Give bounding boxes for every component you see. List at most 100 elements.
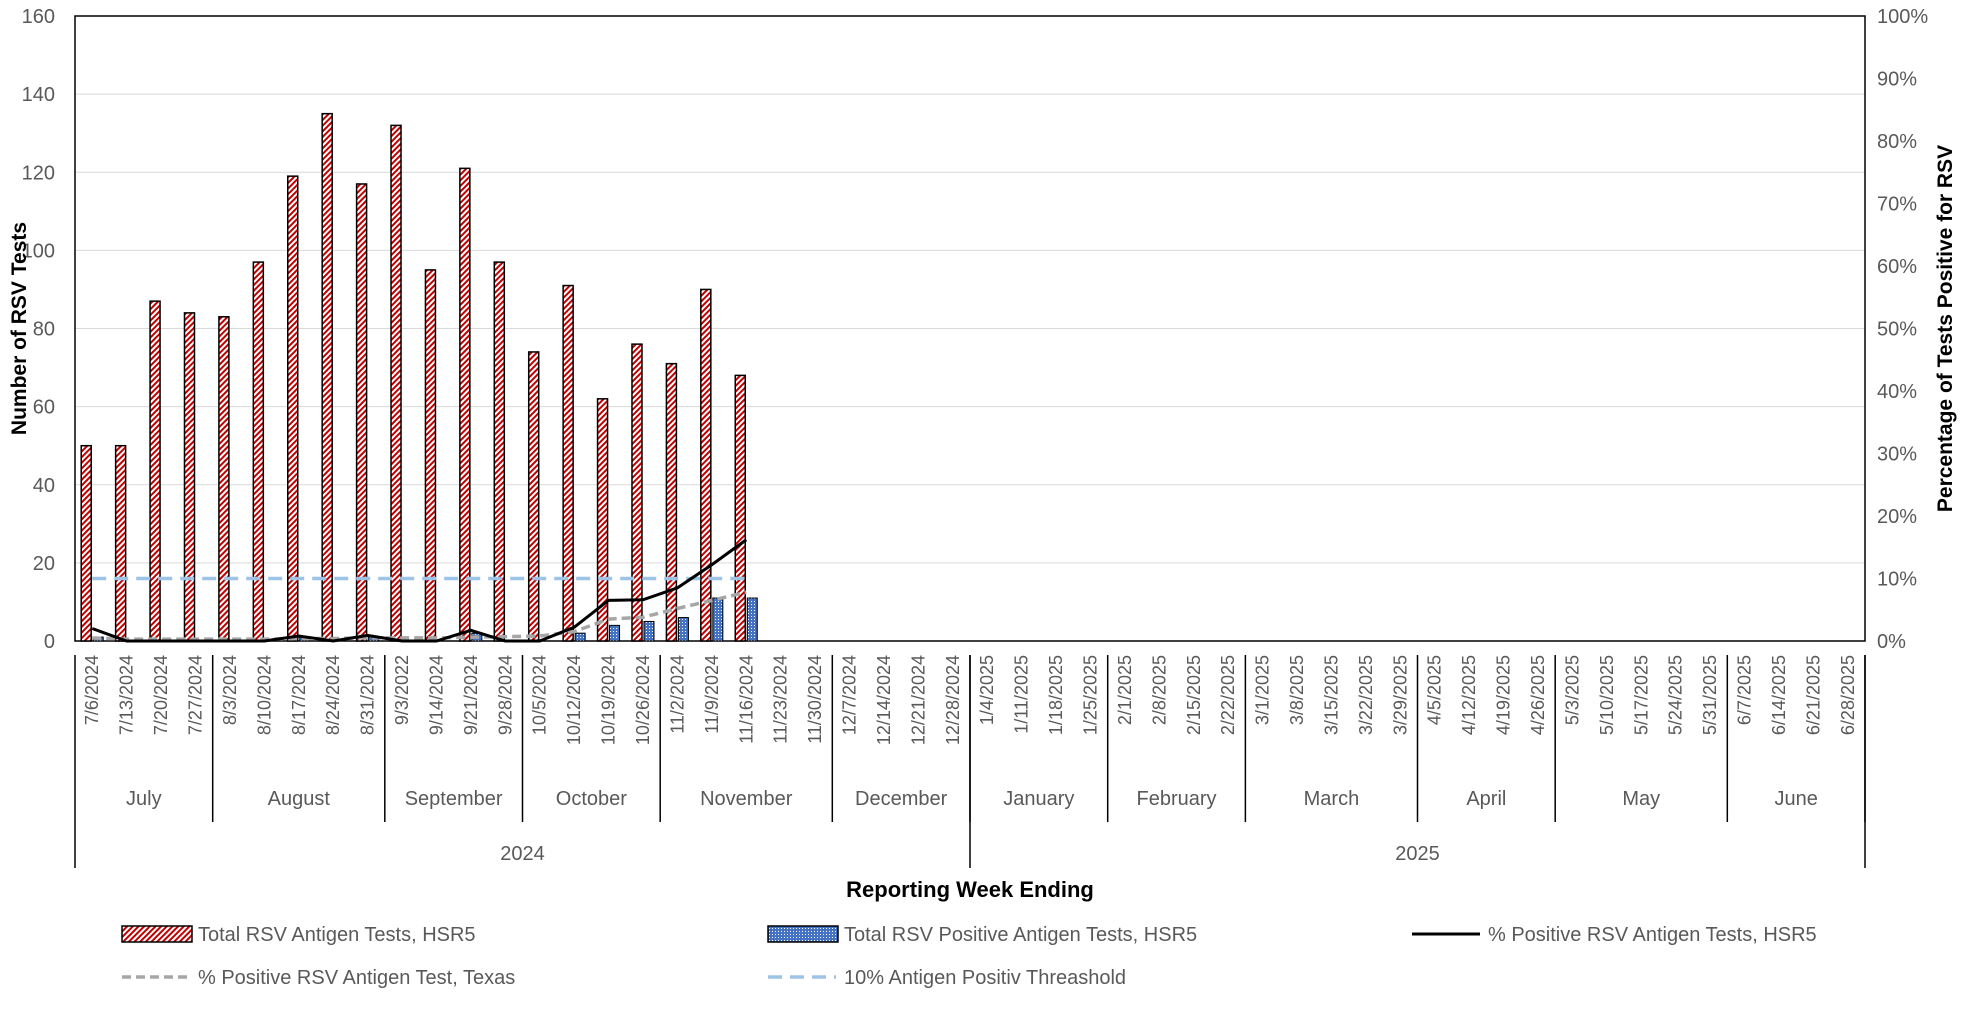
x-tick-label: 5/17/2025 bbox=[1631, 655, 1651, 735]
x-tick-label: 8/17/2024 bbox=[289, 655, 309, 735]
x-month-label: October bbox=[556, 788, 627, 810]
x-tick-label: 3/8/2025 bbox=[1287, 655, 1307, 725]
x-tick-label: 10/12/2024 bbox=[564, 655, 584, 745]
bar-total-tests bbox=[183, 312, 196, 642]
y-axis-title: Number of RSV Tests bbox=[8, 222, 31, 435]
bar-total-tests bbox=[252, 261, 265, 642]
x-tick-label: 6/7/2025 bbox=[1735, 655, 1755, 725]
bar-positive-tests bbox=[746, 597, 758, 642]
x-tick-label: 10/26/2024 bbox=[633, 655, 653, 745]
x-tick-label: 12/7/2024 bbox=[840, 655, 860, 735]
x-tick-label: 2/22/2025 bbox=[1218, 655, 1238, 735]
x-tick-label: 8/3/2024 bbox=[220, 655, 240, 725]
x-tick-label: 11/2/2024 bbox=[667, 655, 687, 734]
bar-total-tests bbox=[562, 284, 574, 642]
bar-positive-tests bbox=[712, 597, 724, 642]
x-tick-label: 7/20/2024 bbox=[151, 655, 171, 735]
x-month-label: December bbox=[855, 788, 948, 810]
y-tick-label: 100 bbox=[22, 240, 55, 262]
x-tick-label: 11/9/2024 bbox=[702, 655, 722, 734]
x-month-label: February bbox=[1137, 788, 1217, 810]
bar-total-tests bbox=[149, 300, 161, 642]
bar-total-tests bbox=[80, 444, 92, 642]
legend-label: 10% Antigen Positiv Threashold bbox=[844, 967, 1126, 989]
y2-tick-label: 50% bbox=[1877, 319, 1917, 341]
x-tick-label: 9/21/2024 bbox=[461, 655, 481, 735]
x-tick-label: 5/10/2025 bbox=[1597, 655, 1617, 735]
series-line-texas-percent bbox=[92, 590, 747, 641]
bar-total-tests bbox=[665, 362, 678, 642]
x-tick-label: 6/21/2025 bbox=[1803, 655, 1823, 735]
y-tick-label: 120 bbox=[22, 162, 55, 184]
bar-total-tests bbox=[355, 183, 368, 642]
x-tick-label: 5/24/2025 bbox=[1666, 655, 1686, 735]
bar-total-tests bbox=[114, 444, 127, 642]
bar-positive-tests bbox=[609, 624, 621, 642]
y2-tick-label: 90% bbox=[1877, 69, 1917, 91]
bar-total-tests bbox=[596, 398, 609, 642]
x-tick-label: 4/19/2025 bbox=[1494, 655, 1514, 735]
x-tick-label: 3/22/2025 bbox=[1356, 655, 1376, 735]
x-tick-label: 1/25/2025 bbox=[1080, 655, 1100, 735]
x-tick-label: 4/5/2025 bbox=[1425, 655, 1445, 725]
y2-tick-label: 80% bbox=[1877, 131, 1917, 153]
x-month-label: September bbox=[405, 788, 503, 810]
bar-total-tests bbox=[527, 351, 540, 642]
x-month-label: April bbox=[1466, 788, 1506, 810]
x-month-label: May bbox=[1622, 788, 1660, 810]
x-tick-label: 1/11/2025 bbox=[1012, 655, 1032, 734]
x-month-label: November bbox=[700, 788, 793, 810]
x-tick-label: 3/15/2025 bbox=[1321, 655, 1341, 735]
x-tick-label: 12/14/2024 bbox=[874, 655, 894, 745]
bar-total-tests bbox=[700, 288, 712, 642]
x-tick-label: 11/16/2024 bbox=[736, 655, 756, 744]
x-tick-label: 2/8/2025 bbox=[1149, 655, 1169, 725]
bar-positive-tests bbox=[574, 632, 586, 642]
x-year-label: 2025 bbox=[1395, 843, 1440, 865]
x-month-label: June bbox=[1774, 788, 1817, 810]
y2-tick-label: 40% bbox=[1877, 381, 1917, 403]
y2-tick-label: 70% bbox=[1877, 194, 1917, 216]
x-tick-label: 12/28/2024 bbox=[943, 655, 963, 745]
legend-swatch bbox=[121, 925, 193, 943]
x-tick-label: 9/3/2022 bbox=[392, 655, 412, 725]
y2-tick-label: 30% bbox=[1877, 444, 1917, 466]
legend-swatch bbox=[767, 925, 839, 943]
x-tick-label: 5/31/2025 bbox=[1700, 655, 1720, 735]
bar-total-tests bbox=[734, 374, 746, 642]
x-tick-label: 4/12/2025 bbox=[1459, 655, 1479, 735]
x-axis-title: Reporting Week Ending bbox=[846, 877, 1094, 902]
x-tick-label: 1/4/2025 bbox=[977, 655, 997, 725]
x-tick-label: 3/1/2025 bbox=[1253, 655, 1273, 725]
bar-total-tests bbox=[218, 316, 230, 642]
y-tick-label: 160 bbox=[22, 6, 55, 28]
x-tick-label: 5/3/2025 bbox=[1562, 655, 1582, 725]
y2-tick-label: 20% bbox=[1877, 506, 1917, 528]
x-tick-label: 11/30/2024 bbox=[805, 655, 825, 744]
legend-label: % Positive RSV Antigen Test, Texas bbox=[198, 967, 515, 989]
x-tick-label: 3/29/2025 bbox=[1390, 655, 1410, 735]
x-tick-label: 8/10/2024 bbox=[254, 655, 274, 735]
bar-total-tests bbox=[321, 112, 333, 642]
legend-label: Total RSV Antigen Tests, HSR5 bbox=[198, 924, 476, 946]
legend-label: % Positive RSV Antigen Tests, HSR5 bbox=[1488, 924, 1817, 946]
y-tick-label: 0 bbox=[44, 631, 55, 653]
y2-tick-label: 100% bbox=[1877, 6, 1928, 28]
x-tick-label: 4/26/2025 bbox=[1528, 655, 1548, 735]
series-line-hsr5-percent bbox=[91, 538, 748, 643]
y2-tick-label: 60% bbox=[1877, 256, 1917, 278]
bar-total-tests bbox=[631, 343, 643, 642]
x-month-label: August bbox=[268, 788, 331, 810]
x-tick-label: 1/18/2025 bbox=[1046, 655, 1066, 735]
legend-label: Total RSV Positive Antigen Tests, HSR5 bbox=[844, 924, 1197, 946]
y-tick-label: 20 bbox=[33, 553, 55, 575]
x-tick-label: 8/31/2024 bbox=[358, 655, 378, 735]
x-tick-label: 9/14/2024 bbox=[426, 655, 446, 735]
y-tick-label: 60 bbox=[33, 397, 55, 419]
x-tick-label: 11/23/2024 bbox=[771, 655, 791, 744]
x-tick-label: 10/5/2024 bbox=[530, 655, 550, 735]
x-tick-label: 12/21/2024 bbox=[908, 655, 928, 745]
x-tick-label: 9/28/2024 bbox=[495, 655, 515, 735]
